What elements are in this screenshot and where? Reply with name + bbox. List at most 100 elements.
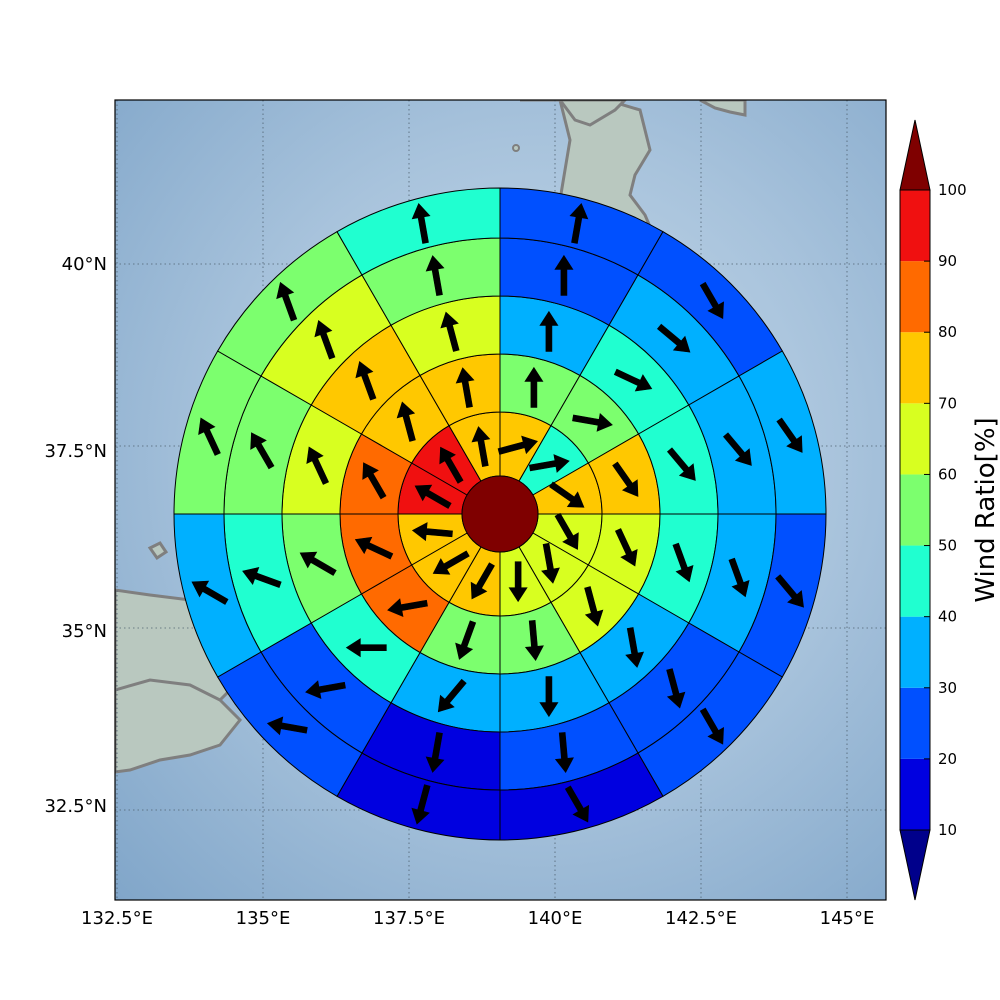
lat-tick-label: 35°N [62,621,107,642]
shikoku-land [115,678,243,774]
colorbar-tick-label: 30 [938,679,957,697]
lon-tick-label: 145°E [820,908,875,929]
longitude-ticks: 132.5°E 135°E 137.5°E 140°E 142.5°E 145°… [81,908,874,929]
colorbar-frame [899,189,931,831]
colorbar-over-triangle [899,119,931,191]
colorbar-band [900,474,930,546]
wind-arrow [362,462,387,500]
colorbar-tick-label: 60 [938,465,957,483]
wind-arrow [414,484,452,509]
wind-arrow [354,536,394,560]
wind-arrow [355,361,377,401]
colorbar-under-triangle [899,829,931,901]
wind-arrow [439,446,464,484]
wind-arrow [614,528,638,567]
wind-arrow [666,447,696,481]
wind-arrow [250,432,275,470]
colorbar-band [900,616,930,688]
sector-cell [336,187,501,276]
colorbar-tick-label: 90 [938,252,957,270]
wind-arrow [549,481,585,508]
wind-arrow [191,580,229,605]
wind-arrow [411,203,431,244]
wind-arrow [242,567,282,588]
wind-arrow [470,562,495,600]
wind-arrow [723,432,752,466]
map-frame [114,99,887,901]
wind-arrow [554,254,574,296]
wind-arrow [612,461,639,497]
colorbar-band [900,261,930,333]
wind-arrow [554,512,579,550]
wind-arrow [425,255,445,296]
wind-arrow [569,203,589,244]
wind-arrow [539,310,559,352]
wind-arrow [411,522,453,542]
latitude-ticks: 40°N 37.5°N 35°N 32.5°N [44,254,107,817]
colorbar-ticks: 10 20 30 40 50 60 70 80 90 100 [924,181,967,839]
small-island [512,144,520,152]
colorbar-band [900,403,930,475]
wind-arrow [699,707,724,745]
wind-arrow [625,627,645,668]
wind-arrow [299,551,337,576]
center-disk [461,475,539,553]
colorbar-tick-label: 10 [938,821,957,839]
wind-arrow [776,417,803,453]
wind-arrow [425,732,445,773]
wind-arrow [775,574,804,608]
lat-tick-label: 40°N [62,254,107,275]
colorbar-title: Wind Ratio[%] [971,417,1000,602]
wind-arrow [437,678,467,713]
colorbar-tick-label: 50 [938,537,957,555]
lon-tick-label: 135°E [236,908,291,929]
lon-tick-label: 142.5°E [665,908,737,929]
wind-arrow [455,367,475,409]
wind-arrow [554,732,574,774]
colorbar-tick-label: 80 [938,323,957,341]
map-panel [114,99,887,901]
wind-arrow [440,311,460,352]
colorbar-tick-label: 70 [938,394,957,412]
wind-arrow [387,598,428,618]
colorbar-tick-label: 100 [938,181,967,199]
hokkaido-land [520,100,628,127]
wind-arrow [613,368,653,392]
lat-tick-label: 32.5°N [44,796,107,817]
wind-arrow [528,454,570,473]
wind-arrow [541,542,560,584]
wind-arrow [314,320,336,360]
oki-island [147,541,169,561]
wind-arrow [656,323,691,353]
wind-arrow [306,446,330,485]
lat-tick-label: 37.5°N [44,441,107,462]
wind-arrow [666,668,686,709]
wind-arrow [432,550,470,575]
wind-arrow [396,401,416,442]
wind-arrow [572,412,613,432]
colorbar-band [900,190,930,262]
wind-arrow [266,716,308,736]
wind-arrow [345,638,387,658]
wind-arrow [564,785,590,823]
wind-arrow [198,417,221,456]
colorbar-band [900,758,930,830]
lon-tick-label: 137.5°E [373,908,445,929]
wind-arrow [305,680,346,700]
wind-arrow [539,676,559,718]
wind-arrow [699,281,724,319]
lon-tick-label: 132.5°E [81,908,153,929]
wind-arrow [471,426,491,467]
colorbar: 10 20 30 40 50 60 70 80 90 100 Wind Ratio[%] [899,119,1000,901]
colorbar-band [900,687,930,759]
wind-arrow [411,784,431,825]
wind-arrow [584,586,604,627]
wind-arrow [672,542,694,583]
colorbar-tick-label: 20 [938,750,957,768]
wind-arrow [728,557,750,598]
wind-arrow [508,561,528,603]
hokkaido-right [699,100,747,117]
wind-arrow [497,435,538,455]
colorbar-band [900,332,930,404]
